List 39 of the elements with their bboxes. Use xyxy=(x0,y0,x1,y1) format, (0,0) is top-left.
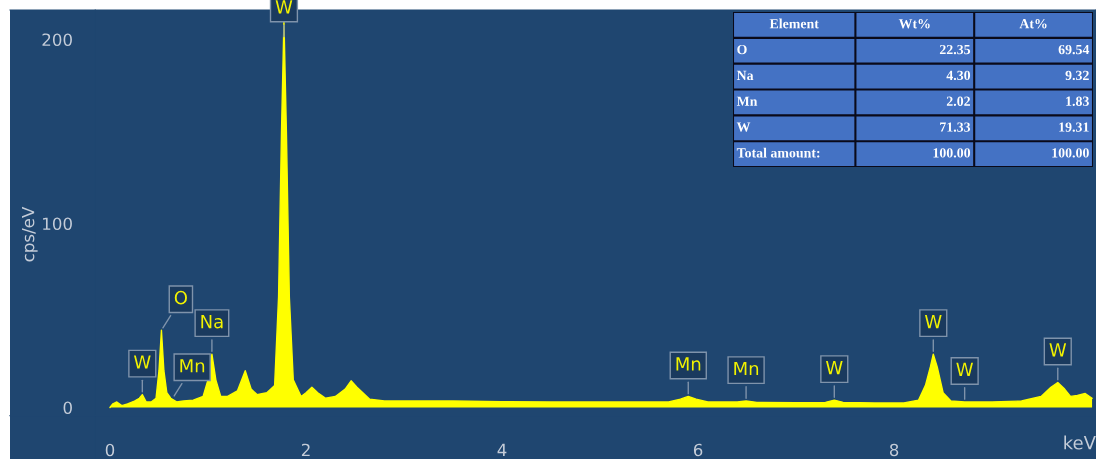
annotation: O xyxy=(737,44,747,55)
annotation: W xyxy=(825,360,843,375)
annotation: W xyxy=(133,355,151,369)
y-tick-label: 200 xyxy=(42,33,72,47)
annotation: 19.31 xyxy=(1059,122,1089,132)
annotation: 2.02 xyxy=(946,96,970,106)
x-tick-label: 4 xyxy=(497,443,507,457)
annotation: Mn xyxy=(734,361,759,376)
annotation: W xyxy=(924,314,942,329)
y-axis-title: cps/eV xyxy=(22,206,38,262)
y-tick-label: 100 xyxy=(43,217,72,231)
annotation: 100.00 xyxy=(1052,148,1089,158)
annotation: W xyxy=(1049,343,1067,357)
y-tick-label: 0 xyxy=(63,401,72,415)
annotation: 1.83 xyxy=(1066,96,1089,106)
annotation: At% xyxy=(1019,19,1047,29)
annotation: W xyxy=(956,362,973,376)
annotation: 4.30 xyxy=(946,70,971,81)
annotation: Total amount: xyxy=(736,147,820,158)
annotation: 100.00 xyxy=(933,148,971,158)
annotation: Na xyxy=(736,70,754,81)
x-tick-label: 0 xyxy=(105,443,115,457)
annotation: O xyxy=(174,290,187,305)
annotation: Mn xyxy=(676,357,701,371)
annotation: W xyxy=(736,122,751,132)
annotation: Mn xyxy=(180,359,205,373)
annotation: W xyxy=(275,0,293,14)
x-axis-title: keV xyxy=(1064,435,1096,450)
x-tick-label: 8 xyxy=(889,443,899,457)
annotation: Na xyxy=(201,314,223,329)
annotation: 69.54 xyxy=(1058,44,1090,55)
annotation: 22.35 xyxy=(939,44,971,55)
annotation: Wt% xyxy=(898,19,930,29)
x-tick-label: 6 xyxy=(693,443,703,457)
annotation: Mn xyxy=(736,96,758,106)
annotation: 71.33 xyxy=(940,122,971,132)
x-tick-label: 2 xyxy=(301,443,310,457)
annotation: Element xyxy=(769,18,819,29)
annotation: 9.32 xyxy=(1065,70,1089,81)
